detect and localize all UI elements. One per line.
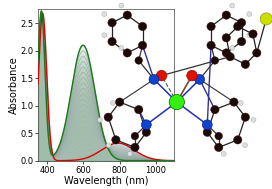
Y-axis label: Absorbance: Absorbance (9, 56, 19, 114)
Circle shape (207, 22, 215, 31)
Circle shape (119, 3, 124, 8)
Circle shape (211, 105, 219, 114)
Circle shape (187, 70, 197, 81)
Circle shape (123, 11, 131, 19)
Circle shape (235, 22, 240, 27)
Circle shape (138, 22, 147, 31)
Circle shape (203, 128, 211, 136)
Circle shape (237, 37, 246, 46)
Circle shape (108, 19, 116, 27)
Circle shape (222, 49, 230, 57)
Circle shape (112, 136, 120, 144)
Circle shape (230, 98, 238, 106)
Circle shape (116, 98, 124, 106)
Circle shape (215, 132, 222, 140)
Circle shape (241, 60, 249, 68)
Circle shape (251, 117, 256, 122)
Circle shape (169, 94, 184, 110)
Circle shape (149, 74, 159, 84)
Circle shape (142, 128, 150, 136)
Circle shape (238, 101, 243, 105)
X-axis label: Wavelength (nm): Wavelength (nm) (64, 176, 148, 186)
Circle shape (102, 33, 107, 38)
Circle shape (106, 143, 111, 148)
Circle shape (230, 3, 235, 8)
Circle shape (252, 30, 257, 35)
Circle shape (119, 46, 124, 50)
Circle shape (141, 120, 151, 130)
Circle shape (253, 49, 261, 57)
Circle shape (247, 12, 252, 16)
Circle shape (131, 132, 139, 140)
Circle shape (222, 34, 230, 42)
Circle shape (211, 57, 219, 64)
Circle shape (110, 101, 115, 105)
Circle shape (135, 105, 143, 114)
Circle shape (207, 41, 215, 50)
Circle shape (249, 30, 257, 38)
Circle shape (230, 46, 235, 50)
Circle shape (156, 70, 167, 81)
Circle shape (102, 12, 107, 16)
Circle shape (131, 143, 139, 152)
Circle shape (226, 53, 234, 61)
Circle shape (234, 22, 242, 31)
Circle shape (221, 151, 226, 156)
Circle shape (222, 11, 230, 19)
Circle shape (98, 117, 103, 122)
Circle shape (127, 151, 132, 156)
Circle shape (260, 13, 272, 25)
Circle shape (243, 143, 248, 148)
Circle shape (108, 37, 116, 46)
Circle shape (135, 57, 143, 64)
Circle shape (247, 33, 252, 38)
Circle shape (215, 143, 223, 152)
Circle shape (241, 113, 249, 121)
Circle shape (123, 49, 131, 57)
Circle shape (195, 74, 205, 84)
Circle shape (104, 113, 112, 121)
Circle shape (202, 120, 212, 130)
Circle shape (138, 41, 147, 50)
Circle shape (243, 64, 248, 69)
Circle shape (237, 19, 246, 27)
Circle shape (234, 136, 242, 144)
